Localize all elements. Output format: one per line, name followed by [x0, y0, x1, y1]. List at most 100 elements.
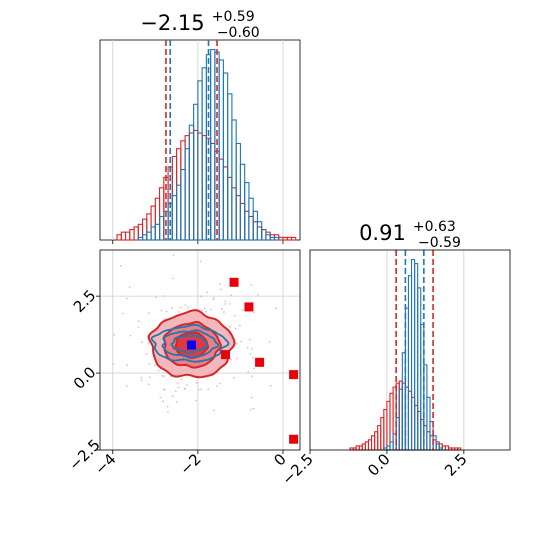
histogram-bar-blue	[218, 59, 224, 241]
histogram-panel-param-0: −2.15 +0.59 −0.60	[99, 9, 301, 244]
scatter-point	[207, 388, 210, 391]
scatter-point	[250, 283, 253, 286]
scatter-point	[180, 378, 183, 381]
panel-frame	[99, 39, 301, 241]
scatter-point	[229, 325, 232, 328]
y-tick-label: 2.5	[70, 286, 100, 316]
red-square-marker	[229, 277, 239, 287]
histogram-bar-red	[282, 236, 288, 241]
histogram-bar-red	[180, 140, 186, 241]
scatter-point	[235, 342, 238, 345]
scatter-point	[175, 400, 178, 403]
upper-error: +0.63	[413, 219, 456, 235]
scatter-point	[235, 357, 238, 360]
scatter-point	[224, 303, 227, 305]
histogram-bar-blue	[184, 148, 190, 241]
scatter-point	[230, 294, 233, 297]
histogram-bar-red	[231, 187, 237, 241]
scatter-point	[186, 384, 188, 387]
scatter-point	[324, 334, 326, 336]
histogram-bar-red	[159, 187, 165, 241]
scatter-point	[157, 369, 160, 372]
histogram-bar-red	[290, 236, 297, 241]
histogram-bar-blue	[150, 226, 156, 241]
scatter-point	[113, 333, 116, 336]
scatter-point	[250, 396, 253, 399]
histogram-bar-blue	[261, 229, 267, 241]
scatter-point	[129, 334, 132, 337]
scatter-point	[199, 260, 202, 263]
red-square-marker	[221, 350, 231, 360]
scatter-point	[212, 297, 215, 299]
scatter-point	[126, 364, 129, 367]
histogram-steps	[116, 48, 297, 241]
scatter-point	[119, 264, 122, 267]
scatter-point	[179, 306, 182, 309]
histogram-bar-red	[133, 226, 139, 241]
scatter-point	[251, 375, 254, 378]
histogram-bar-blue	[273, 236, 280, 241]
scatter-point	[159, 396, 162, 399]
scatter-point	[121, 312, 124, 315]
histogram-bar-blue	[197, 80, 203, 241]
scatter-point	[166, 411, 169, 414]
histogram-bar-red	[248, 215, 254, 241]
scatter-point	[200, 295, 202, 298]
histogram-bar-blue	[159, 215, 165, 241]
histogram-bar-red	[218, 158, 224, 241]
histogram-bar-blue	[227, 93, 233, 241]
histogram-bar-blue	[265, 234, 271, 241]
histogram-bar-blue	[142, 234, 148, 241]
markers	[186, 277, 299, 444]
histogram-bar-red	[222, 166, 229, 241]
histogram-bar-red	[239, 202, 246, 241]
y-axis-ticks: −2.50.02.5	[65, 286, 103, 474]
scatter-point	[148, 311, 150, 314]
scatter-point	[176, 382, 179, 385]
histogram-bar-red	[193, 129, 199, 241]
scatter-point	[239, 340, 242, 343]
scatter-point	[216, 385, 219, 387]
histogram-bar-blue	[193, 103, 199, 241]
histogram-bar-blue	[210, 48, 216, 241]
x-axis-ticks: −4 −2 0	[91, 450, 290, 478]
scatter-point	[174, 390, 177, 392]
scatter-point	[252, 407, 255, 410]
histogram-bar-red	[142, 218, 148, 241]
scatter-point	[165, 310, 168, 313]
scatter-point	[171, 395, 174, 398]
histogram-bar-red	[244, 210, 250, 241]
scatter-point	[171, 277, 174, 280]
panel-title-param-1: 0.91 +0.63 −0.59	[359, 216, 461, 251]
histogram-bar-red	[197, 132, 203, 241]
histogram-bar-red	[129, 229, 135, 241]
y-tick-label: 0.0	[70, 363, 100, 393]
scatter-point	[98, 439, 100, 441]
scatter-point	[222, 311, 225, 313]
scatter-point	[160, 309, 163, 312]
histogram-bar-blue	[146, 231, 152, 241]
lower-error: −0.60	[217, 25, 260, 41]
histogram-bar-blue	[248, 197, 254, 241]
x-tick-label: 0.0	[364, 450, 394, 480]
scatter-point	[200, 388, 202, 391]
scatter-point	[169, 375, 172, 378]
scatter-point	[161, 374, 164, 377]
histogram-bar-blue	[235, 142, 241, 241]
histogram-bar-red	[265, 231, 271, 241]
histogram-bar-red	[261, 229, 267, 241]
scatter-point	[230, 358, 232, 361]
scatter-point	[125, 297, 128, 300]
histogram-bar-red	[176, 148, 182, 241]
scatter-point	[220, 308, 223, 310]
histogram-bar-red	[256, 226, 263, 241]
median-value: −2.15	[140, 11, 204, 35]
histogram-bar-red	[146, 213, 152, 241]
scatter-point	[256, 294, 259, 296]
scatter-point	[162, 295, 165, 298]
x-tick-label: −2.5	[278, 450, 316, 488]
histogram-bar-red	[154, 197, 161, 241]
blue-square-marker	[186, 340, 196, 350]
scatter-point	[166, 405, 169, 408]
scatter-point	[270, 384, 272, 387]
